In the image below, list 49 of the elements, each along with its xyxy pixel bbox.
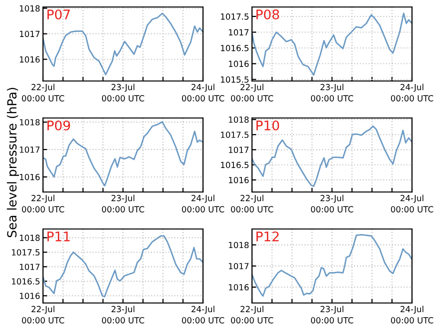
y-tick-label: 1016 <box>228 60 249 67</box>
y-tick-label: 1016.5 <box>220 162 248 168</box>
x-tick-label: 23-Jul 00:00 UTC <box>102 84 144 102</box>
x-tick-label: 24-Jul 00:00 UTC <box>390 306 434 324</box>
y-tick-label: 1017 <box>228 146 249 153</box>
y-tick-label: 1018 <box>228 116 249 123</box>
y-tick-label: 1018 <box>228 242 249 248</box>
y-tick-label: 1017 <box>20 264 40 270</box>
x-tick-label: 24-Jul 00:00 UTC <box>390 84 434 102</box>
x-tick-label: 24-Jul 00:00 UTC <box>182 306 224 324</box>
y-tick-label: 1016 <box>20 292 40 300</box>
chart-title: P09 <box>47 120 70 130</box>
chart-title: P12 <box>256 231 279 242</box>
y-tick-label: 1017 <box>228 262 249 270</box>
y-axis-title: Sea level pressure (hPa) <box>6 88 19 238</box>
y-tick-label: 1016.5 <box>220 44 248 52</box>
y-tick-label: 1018 <box>20 234 40 241</box>
y-tick-label: 1016 <box>20 174 40 180</box>
x-tick-label: 22-Jul 00:00 UTC <box>230 194 274 212</box>
chart-title: P10 <box>256 120 280 130</box>
y-tick-label: 1016 <box>20 56 40 63</box>
x-tick-label: 22-Jul 00:00 UTC <box>22 306 64 324</box>
y-tick-label: 1016 <box>228 176 249 184</box>
chart-title: P07 <box>47 9 70 20</box>
x-tick-label: 22-Jul 00:00 UTC <box>230 84 274 102</box>
y-tick-label: 1015.5 <box>220 76 248 83</box>
x-tick-label: 22-Jul 00:00 UTC <box>22 84 64 102</box>
x-tick-label: 23-Jul 00:00 UTC <box>310 84 354 102</box>
x-tick-label: 24-Jul 00:00 UTC <box>182 194 224 212</box>
y-tick-label: 1018 <box>20 5 40 12</box>
x-tick-label: 24-Jul 00:00 UTC <box>390 194 434 212</box>
chart-title: P08 <box>256 9 280 20</box>
y-tick-label: 1017 <box>20 146 40 153</box>
y-tick-label: 1017.5 <box>12 249 40 256</box>
y-tick-label: 1017 <box>20 30 40 38</box>
y-tick-label: 1017.5 <box>220 13 248 20</box>
x-tick-label: 23-Jul 00:00 UTC <box>310 194 354 212</box>
x-tick-label: 23-Jul 00:00 UTC <box>310 306 354 324</box>
x-tick-label: 22-Jul 00:00 UTC <box>230 306 274 324</box>
y-tick-label: 1017 <box>228 29 249 36</box>
chart-title: P11 <box>47 232 70 242</box>
x-tick-label: 24-Jul 00:00 UTC <box>182 84 224 102</box>
y-tick-label: 1018 <box>20 119 40 126</box>
y-tick-label: 1017.5 <box>220 132 248 138</box>
x-tick-label: 22-Jul 00:00 UTC <box>22 194 64 212</box>
x-tick-label: 23-Jul 00:00 UTC <box>102 194 144 212</box>
y-tick-label: 1016.5 <box>12 278 40 285</box>
x-tick-label: 23-Jul 00:00 UTC <box>102 306 144 324</box>
y-tick-label: 1016 <box>228 284 249 290</box>
